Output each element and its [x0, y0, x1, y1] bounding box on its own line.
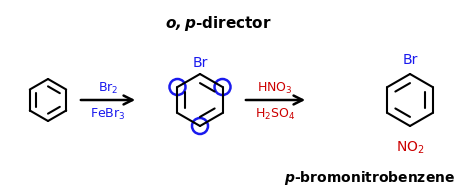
Text: NO$_2$: NO$_2$ [396, 140, 424, 156]
Text: H$_2$SO$_4$: H$_2$SO$_4$ [255, 107, 295, 122]
Text: Br$_2$: Br$_2$ [98, 80, 118, 96]
Text: Br: Br [192, 56, 208, 70]
Text: $\bfit{p}$-bromonitrobenzene: $\bfit{p}$-bromonitrobenzene [284, 168, 456, 187]
Text: Br: Br [402, 53, 418, 67]
Text: FeBr$_3$: FeBr$_3$ [90, 107, 126, 122]
Text: $\bfit{o,p}$-director: $\bfit{o,p}$-director [164, 14, 272, 33]
Text: HNO$_3$: HNO$_3$ [257, 80, 293, 96]
